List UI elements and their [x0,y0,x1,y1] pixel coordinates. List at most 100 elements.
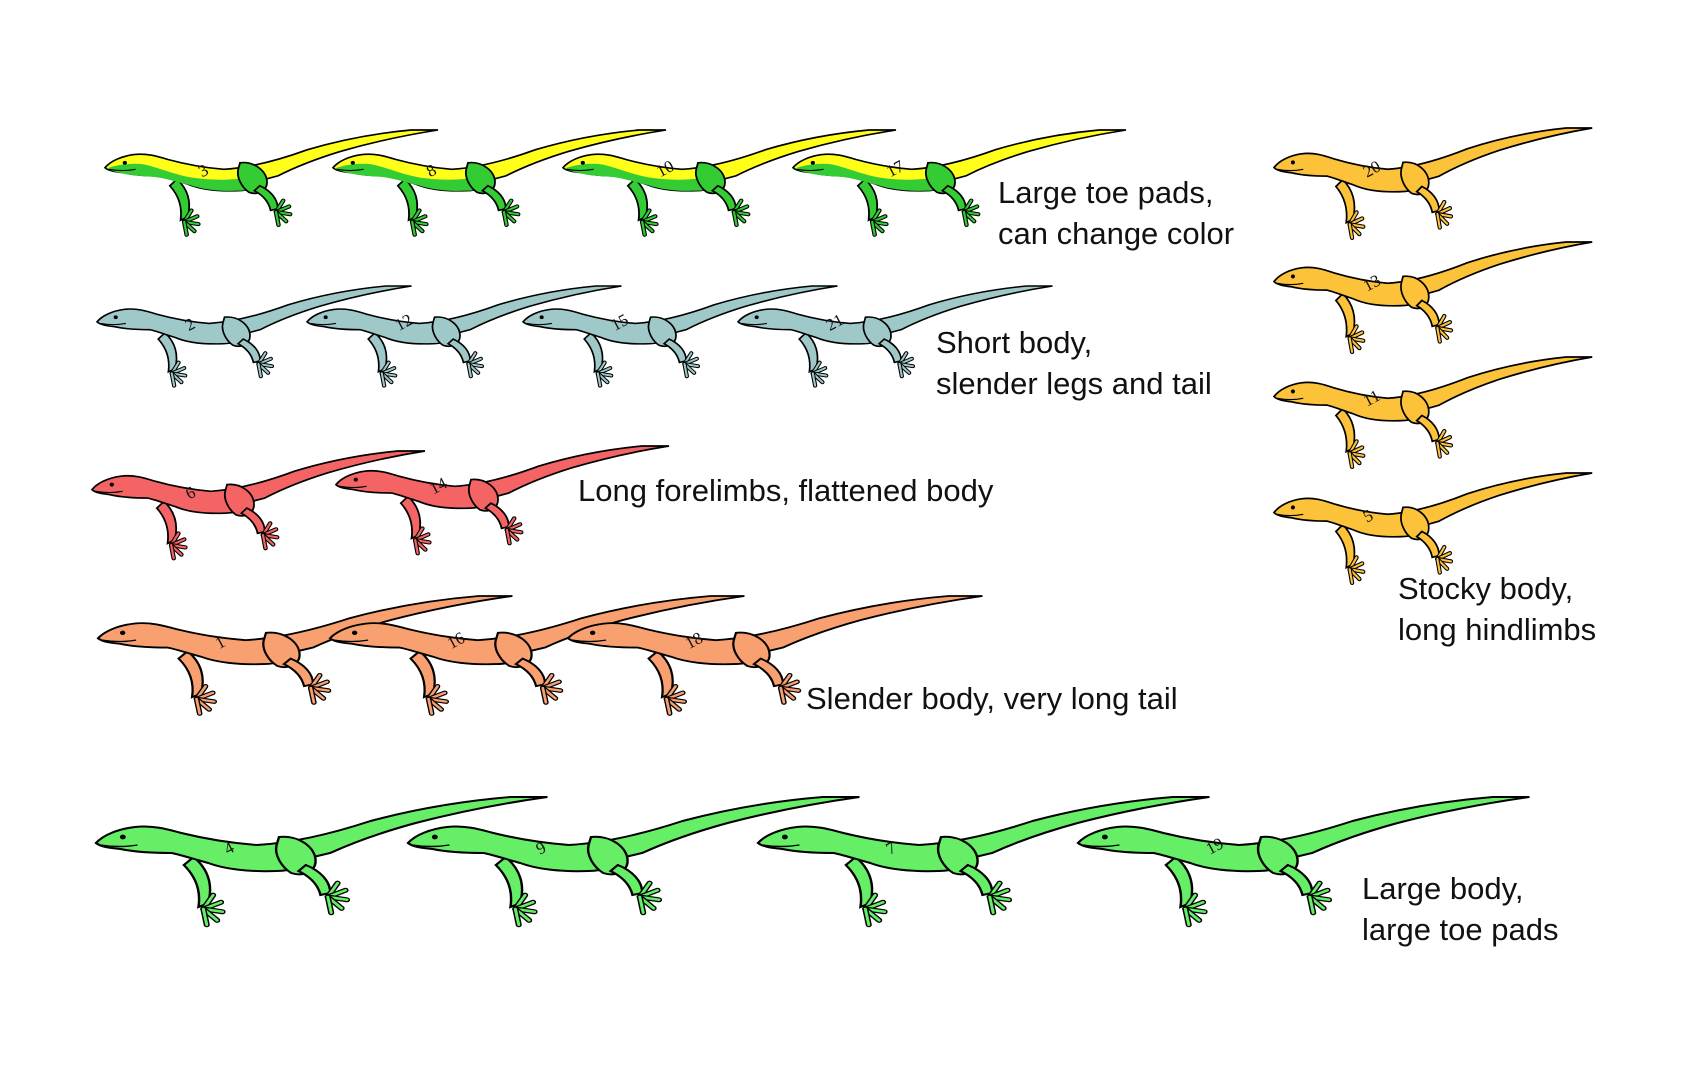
eye [589,630,596,636]
hind-foot [296,863,332,897]
caption-line: large toe pads [1362,912,1559,947]
toe-fill [414,539,419,555]
hind-foot [1415,299,1440,328]
front-leg [844,855,874,909]
hind-foot [877,338,903,364]
lizard-stocky-body-13 [1273,241,1594,355]
front-leg [157,331,178,374]
hind-foot [752,657,785,688]
lizard-number: 13 [1360,271,1384,296]
mouth [95,490,123,494]
mouth [334,639,369,643]
lizard-slender-body-18 [566,594,984,716]
toe-fill [1348,337,1354,353]
mouth [1277,397,1304,401]
mouth [100,844,138,848]
lizard-number: 18 [682,628,706,653]
hind-foot [514,657,547,688]
caption-large-body: Large body, large toe pads [1362,868,1558,950]
mouth [1082,844,1120,848]
mouth [310,322,337,326]
mouth [762,844,800,848]
lizard-body [1273,241,1594,307]
caption-line: slender legs and tail [936,366,1212,401]
toe-fill [1348,452,1354,468]
lizard-toe-pads-color-17 [792,129,1127,237]
toe-fill [1436,326,1441,343]
lizard-number: 16 [444,628,468,653]
eye [353,477,358,482]
front-leg [1334,523,1356,570]
caption-line: Long forelimbs, flattened body [578,473,994,508]
toe-fill [411,220,416,236]
toe-fill [683,363,688,378]
toe-fill [502,210,508,226]
mouth [412,844,450,848]
front-leg [396,178,419,222]
toe-fill [201,907,209,927]
front-leg [494,855,524,909]
toe-fill [871,220,876,236]
front-leg [856,178,879,222]
lizard-number: 21 [823,310,847,335]
lizard-body [1273,356,1594,422]
front-leg [798,331,819,374]
lizard-stocky-body-5 [1273,472,1594,586]
lizard-number: 12 [392,310,416,335]
toe-fill [309,686,316,704]
lizard-number: 19 [1203,834,1227,859]
lizard-toe-pads-color-10 [562,129,897,237]
lizard-number: 10 [653,156,677,181]
lizard-large-body-9 [406,795,861,928]
toe-fill [274,210,280,226]
eye [1290,389,1295,394]
hind-foot [710,184,737,212]
toe-fill [641,220,646,236]
front-leg [1334,178,1356,225]
front-leg [1164,855,1194,909]
lizard-stocky-body-20 [1273,127,1594,241]
eye [119,834,126,840]
caption-line: Stocky body, [1398,571,1574,606]
lizard-long-forelimbs-6 [91,450,426,561]
lizard-body [1273,127,1594,193]
lizard-green-band [794,163,954,191]
front-leg [409,649,436,699]
lizard-long-forelimbs-14 [335,445,670,556]
caption-stocky-body: Stocky body, long hindlimbs [1398,568,1596,650]
eye [109,482,114,487]
eye [351,630,358,636]
lizard-number: 11 [1360,386,1383,410]
eye [810,160,815,165]
toe-fill [779,686,786,704]
mouth [741,322,768,326]
toe-fill [170,544,175,560]
eye [1101,834,1108,840]
front-leg [1334,407,1356,454]
front-leg [647,649,674,699]
lizard-green-band [564,163,724,191]
mouth [339,485,367,489]
caption-line: can change color [998,216,1235,251]
toe-fill [257,363,262,378]
hind-foot [1415,185,1440,214]
toe-fill [1348,223,1354,239]
eye [754,315,759,320]
hind-foot [1415,414,1440,443]
toe-fill [195,697,202,715]
hind-foot [1415,530,1440,559]
toe-fill [962,210,968,226]
caption-long-forelimbs: Long forelimbs, flattened body [578,470,993,511]
lizard-toe-pads-color-8 [332,129,667,237]
caption-line: long hindlimbs [1398,612,1597,647]
hind-foot [480,184,507,212]
toe-fill [1348,568,1354,584]
hind-foot [1278,863,1314,897]
eye [122,160,127,165]
hind-foot [483,502,510,530]
mouth [1277,168,1304,172]
toe-fill [1308,895,1315,915]
front-leg [177,649,204,699]
lizard-slender-body-1 [96,594,514,716]
eye [431,834,438,840]
